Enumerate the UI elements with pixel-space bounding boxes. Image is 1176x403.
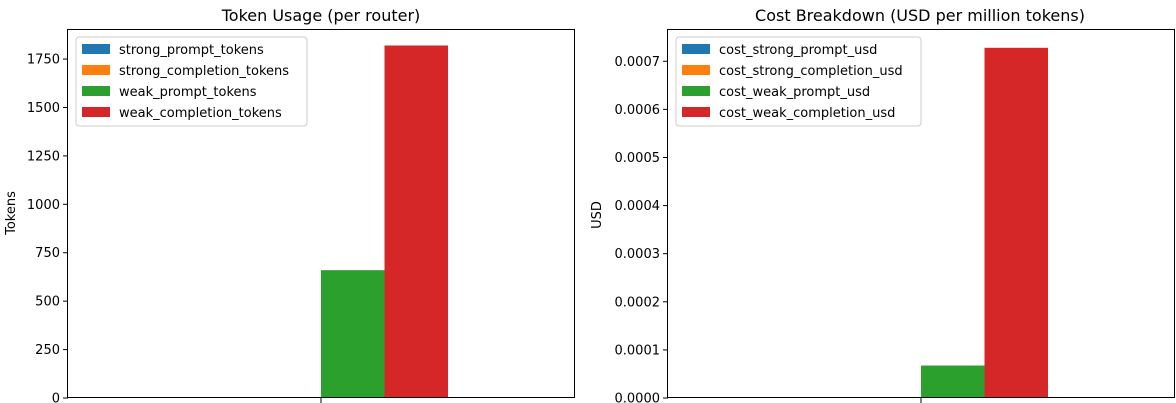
bars-group [321, 45, 448, 398]
legend-box [75, 36, 308, 127]
legend-label: weak_prompt_tokens [119, 85, 257, 100]
legend: strong_prompt_tokens strong_completion_to… [75, 36, 308, 127]
y-axis-label: Tokens [4, 191, 19, 236]
y-tick-label: 0.0005 [615, 151, 661, 166]
plot-frame [67, 29, 575, 398]
legend-label: cost_weak_completion_usd [719, 106, 895, 121]
legend-box [675, 36, 922, 127]
y-tick-label: 0.0001 [615, 343, 661, 358]
bars-group [921, 47, 1048, 398]
legend-swatch [82, 107, 110, 117]
bar-weak-completion-tokens [384, 45, 448, 398]
legend-label: strong_prompt_tokens [119, 43, 264, 58]
y-ticks-group: 0.0000 0.0001 0.0002 0.0003 0.0004 0.0005 0.00… [615, 55, 668, 403]
y-tick-label: 0.0004 [615, 199, 661, 214]
y-axis-label: USD [590, 201, 605, 229]
legend-swatch [682, 86, 710, 96]
legend-label: cost_strong_completion_usd [719, 64, 903, 79]
legend-label: cost_strong_prompt_usd [719, 43, 877, 58]
legend-label: cost_weak_prompt_usd [719, 85, 870, 100]
chart-title: Cost Breakdown (USD per million tokens) [755, 6, 1085, 25]
bar-weak-prompt-tokens [321, 270, 385, 398]
legend-swatch [82, 44, 110, 54]
y-tick-label: 0.0002 [615, 295, 661, 310]
legend-swatch [682, 44, 710, 54]
legend-label: strong_completion_tokens [119, 64, 289, 79]
legend-swatch [682, 65, 710, 75]
plot-frame [667, 29, 1175, 398]
legend: cost_strong_prompt_usd cost_strong_comple… [675, 36, 922, 127]
y-ticks-group: 0 250 500 750 1000 1250 1500 1750 [27, 53, 68, 403]
y-tick-label: 0.0006 [615, 103, 661, 118]
y-tick-label: 500 [35, 295, 60, 310]
y-tick-label: 0 [52, 392, 60, 403]
y-tick-label: 0.0000 [615, 392, 661, 403]
y-tick-label: 1000 [27, 198, 60, 213]
legend-swatch [82, 65, 110, 75]
y-tick-label: 750 [35, 246, 60, 261]
cost-breakdown-chart: Cost Breakdown (USD per million tokens) … [590, 6, 1175, 403]
legend-label: weak_completion_tokens [119, 106, 282, 121]
chart-title: Token Usage (per router) [221, 6, 421, 25]
y-tick-label: 1500 [27, 101, 60, 116]
legend-swatch [682, 107, 710, 117]
y-tick-label: 0.0003 [615, 247, 661, 262]
legend-swatch [82, 86, 110, 96]
y-tick-label: 1250 [27, 149, 60, 164]
token-usage-chart: Token Usage (per router) Tokens 0 250 500 7… [4, 6, 575, 403]
bar-cost-weak-completion-usd [984, 47, 1048, 398]
y-tick-label: 250 [35, 343, 60, 358]
y-tick-label: 1750 [27, 53, 60, 68]
y-tick-label: 0.0007 [615, 55, 661, 70]
bar-cost-weak-prompt-usd [921, 365, 985, 398]
